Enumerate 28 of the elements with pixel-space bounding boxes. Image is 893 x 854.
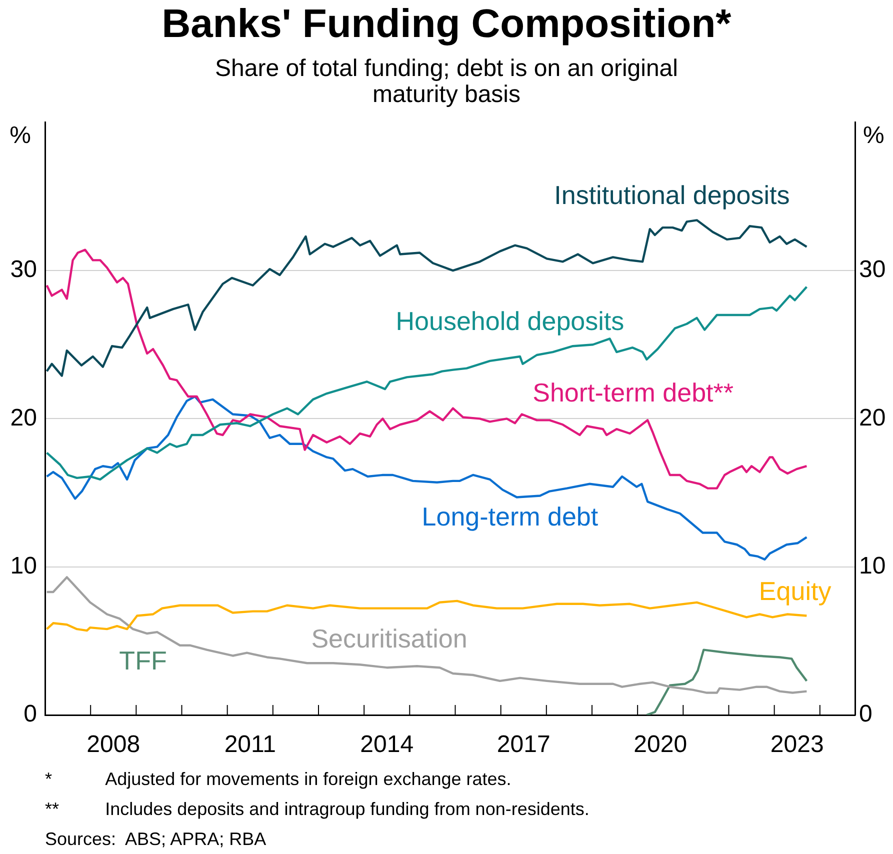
- y-axis-title: %: [10, 122, 31, 150]
- y-tick-label: 10: [10, 552, 37, 580]
- series-label: Equity: [758, 576, 832, 606]
- x-tick-label: 2011: [224, 731, 276, 758]
- y-tick-label: 30: [10, 256, 37, 284]
- series-label: Institutional deposits: [554, 180, 790, 210]
- chart-title: Banks' Funding Composition*: [160, 2, 732, 47]
- y2-tick-label: 30: [859, 256, 886, 284]
- series-label: Household deposits: [396, 306, 624, 336]
- x-tick-label: 2008: [86, 731, 140, 758]
- series-label: Short-term debt**: [532, 378, 734, 408]
- chart-subtitle: Share of total funding; debt is on an original maturity basis: [214, 55, 679, 108]
- text: * Adjusted for movements in foreign exchange rates.: [45, 768, 512, 791]
- x-tick-label: 2023: [770, 731, 824, 758]
- text: ** Includes deposits and intragroup funding from non-residents.: [45, 798, 590, 821]
- y-tick-label: 20: [10, 404, 37, 432]
- y2-tick-label: 0: [859, 700, 872, 728]
- x-tick-label: 2017: [496, 731, 550, 758]
- x-tick-label: 2020: [634, 731, 688, 758]
- y2-tick-label: 20: [859, 404, 886, 432]
- x-tick-label: 2014: [360, 731, 414, 758]
- source-note: Sources: ABS; APRA; RBA: [45, 828, 268, 851]
- series-label: Long-term debt: [422, 501, 599, 532]
- text: TFF: [119, 645, 167, 676]
- y2-tick-label: 10: [859, 552, 886, 580]
- series-label: Securitisation: [311, 624, 468, 654]
- y-tick-label: 0: [24, 700, 37, 728]
- y2-axis-title: %: [863, 122, 884, 150]
